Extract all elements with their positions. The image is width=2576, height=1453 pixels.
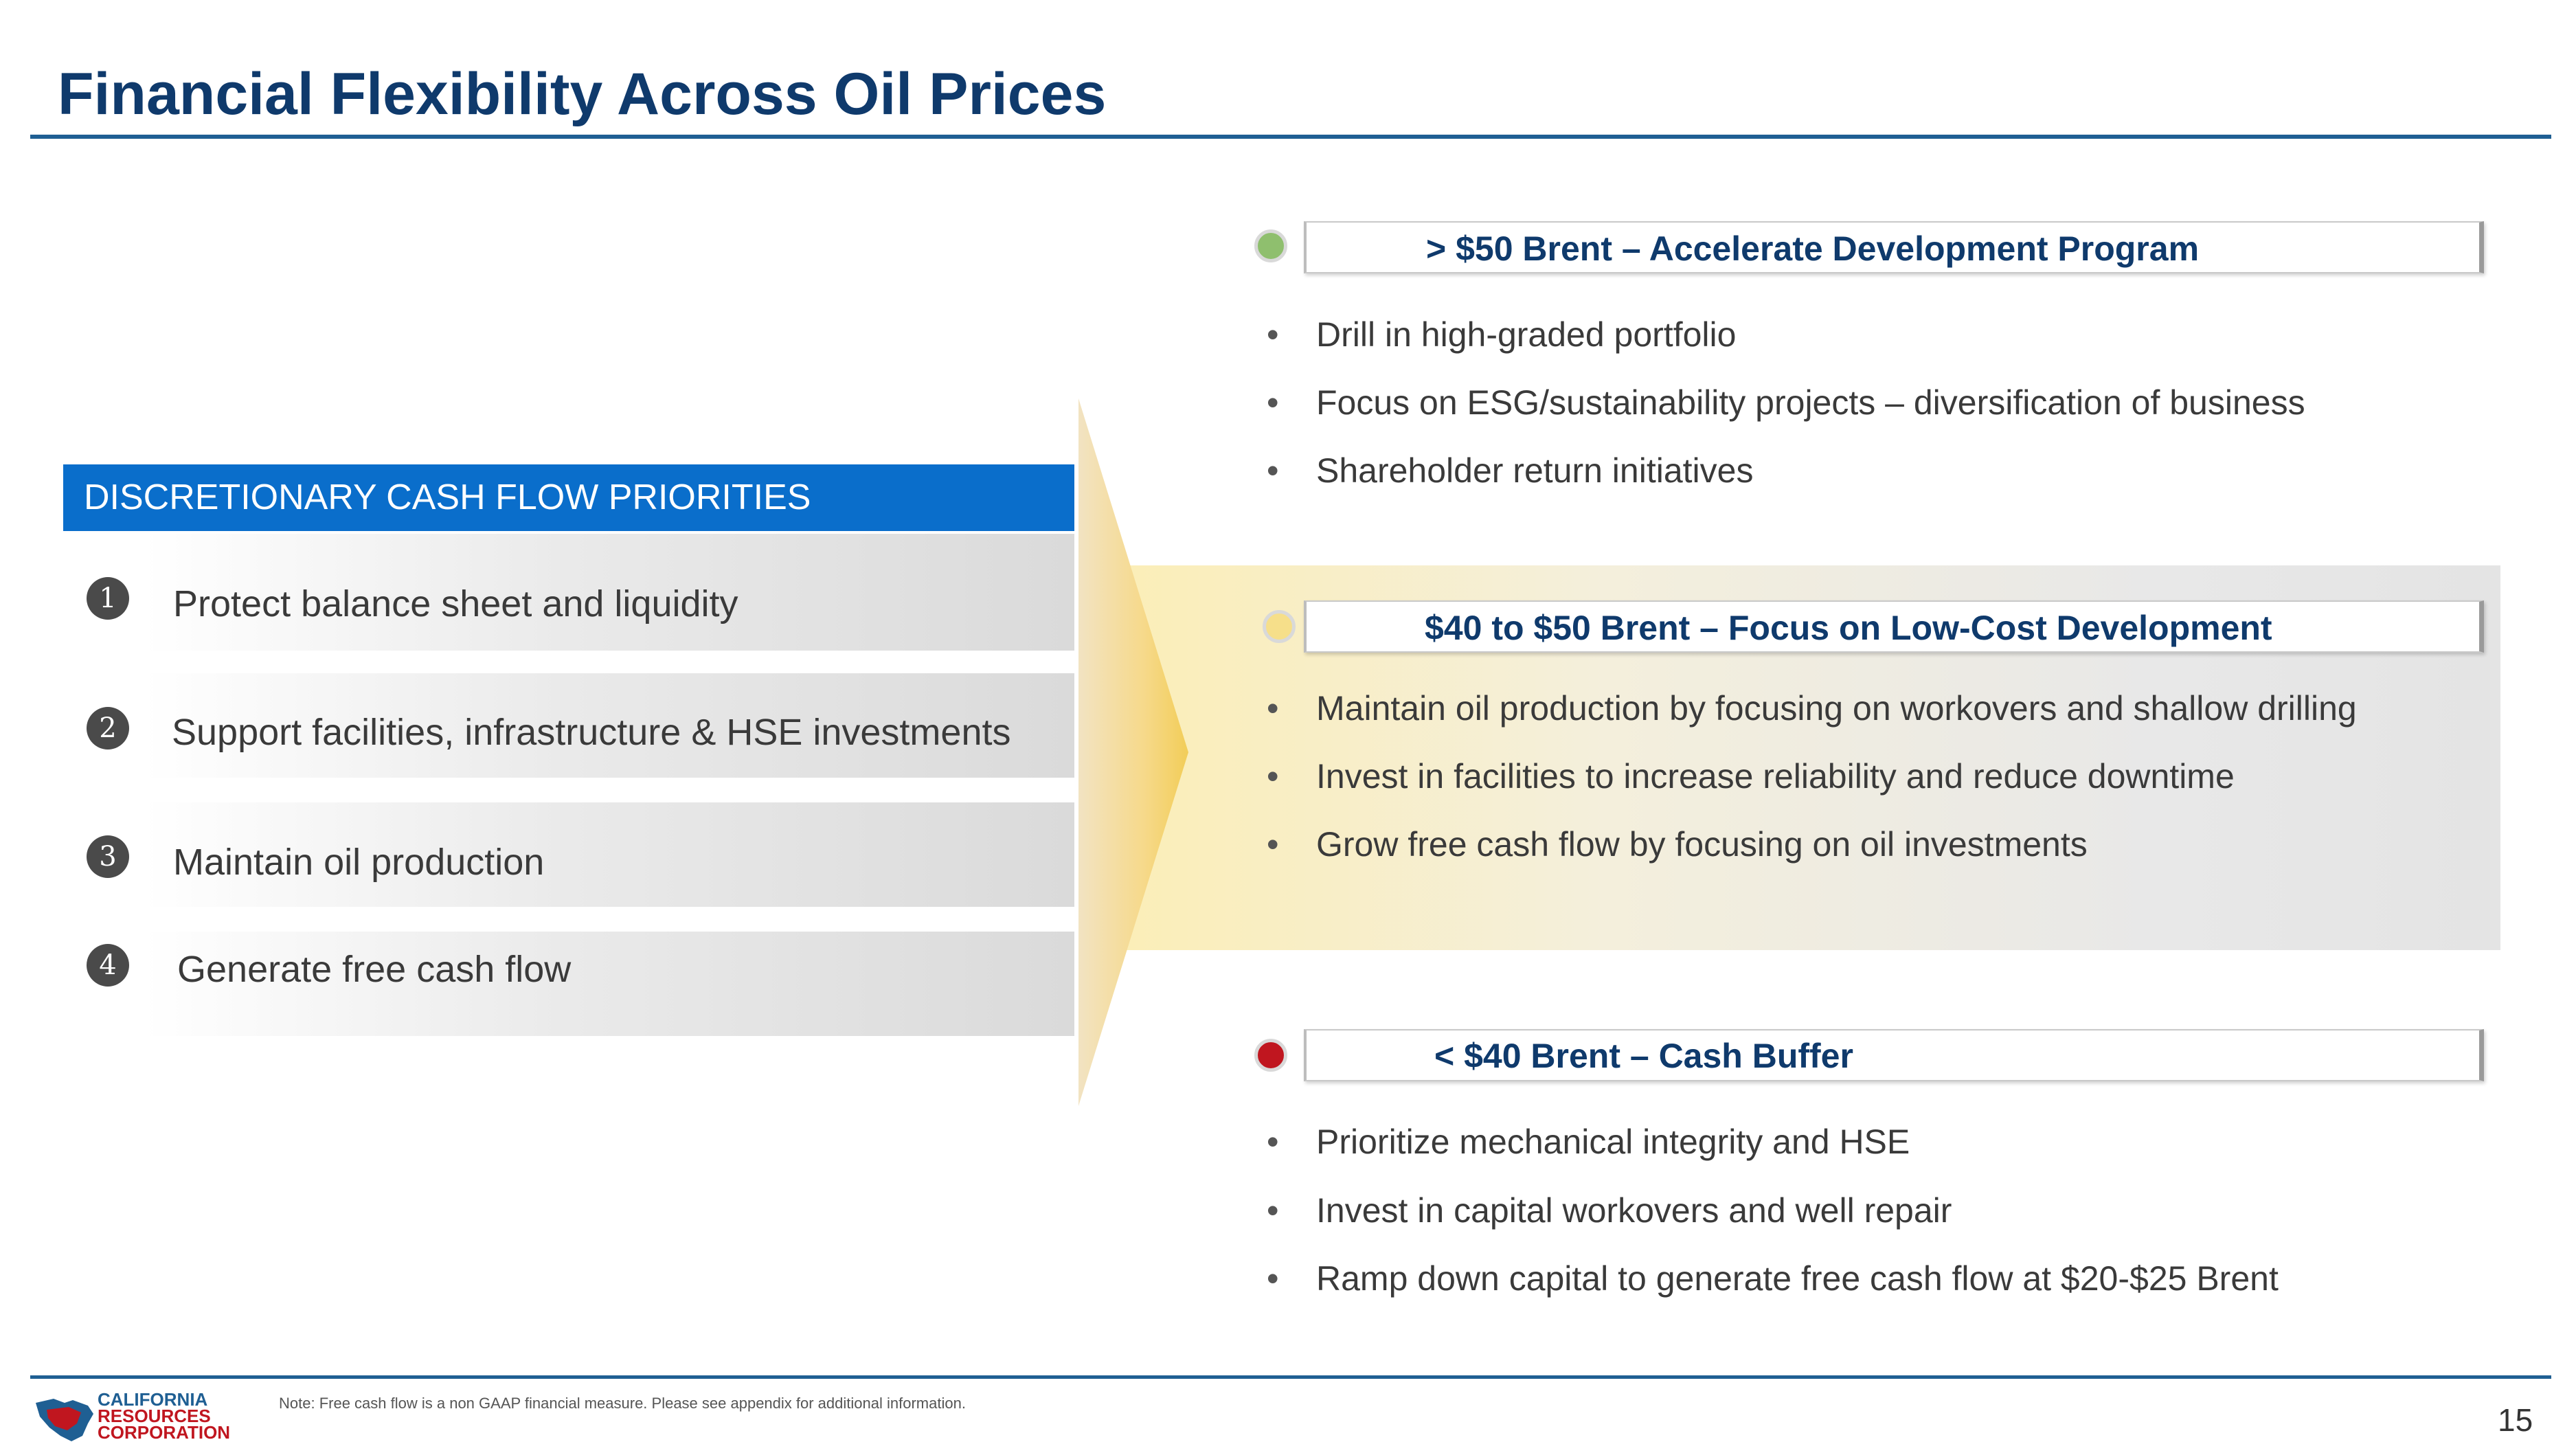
- scenario-3-bullet-3: Ramp down capital to generate free cash …: [1267, 1259, 2279, 1298]
- priority-number-4: 4: [87, 944, 129, 987]
- scenario-box-above-50: [1304, 221, 2484, 273]
- logo-line-3: CORPORATION: [98, 1422, 231, 1443]
- logo-line-1: CALIFORNIA: [98, 1389, 208, 1410]
- scenario-3-bullet-1: Prioritize mechanical integrity and HSE: [1267, 1122, 1910, 1162]
- status-dot-yellow: [1263, 610, 1296, 643]
- priority-label-2: Support facilities, infrastructure & HSE…: [172, 712, 1011, 753]
- scenario-title-above-50: > $50 Brent – Accelerate Development Pro…: [1426, 229, 2200, 268]
- footnote: Note: Free cash flow is a non GAAP finan…: [279, 1395, 966, 1412]
- logo-line-2: RESOURCES: [98, 1406, 211, 1426]
- priority-row-1: [144, 534, 1074, 651]
- scenario-2-bullet-3: Grow free cash flow by focusing on oil i…: [1267, 824, 2088, 864]
- priority-label-4: Generate free cash flow: [177, 949, 572, 990]
- priority-row-4: [144, 932, 1074, 1036]
- scenario-2-bullet-2: Invest in facilities to increase reliabi…: [1267, 756, 2235, 796]
- scenario-1-bullet-2: Focus on ESG/sustainability projects – d…: [1267, 383, 2305, 423]
- priority-label-3: Maintain oil production: [173, 842, 545, 883]
- page-number: 15: [2498, 1402, 2533, 1438]
- scenario-3-bullet-2: Invest in capital workovers and well rep…: [1267, 1191, 1952, 1230]
- priority-number-1: 1: [87, 577, 129, 620]
- status-dot-red: [1254, 1039, 1287, 1072]
- company-logo-icon: [36, 1399, 93, 1441]
- priority-row-2: [144, 673, 1074, 778]
- priority-number-3: 3: [87, 835, 129, 878]
- scenario-1-bullet-3: Shareholder return initiatives: [1267, 451, 1754, 491]
- company-logo-text: CALIFORNIA RESOURCES CORPORATION: [98, 1389, 231, 1443]
- scenario-box-40-to-50: [1304, 600, 2484, 653]
- priority-row-3: [144, 802, 1074, 907]
- priorities-header: DISCRETIONARY CASH FLOW PRIORITIES: [63, 464, 1074, 531]
- footer-divider: [30, 1375, 2551, 1379]
- scenario-box-below-40: [1304, 1029, 2484, 1081]
- priority-number-2: 2: [87, 707, 129, 750]
- page-title: Financial Flexibility Across Oil Prices: [58, 61, 1107, 127]
- scenario-2-bullet-1: Maintain oil production by focusing on w…: [1267, 688, 2357, 728]
- status-dot-green: [1254, 229, 1287, 262]
- priority-label-1: Protect balance sheet and liquidity: [173, 583, 738, 624]
- scenario-title-below-40: < $40 Brent – Cash Buffer: [1434, 1037, 1853, 1075]
- title-divider: [30, 135, 2551, 139]
- funnel-arrow: [1078, 398, 1188, 1106]
- scenario-1-bullet-1: Drill in high-graded portfolio: [1267, 315, 1736, 354]
- scenario-title-40-to-50: $40 to $50 Brent – Focus on Low-Cost Dev…: [1425, 609, 2272, 647]
